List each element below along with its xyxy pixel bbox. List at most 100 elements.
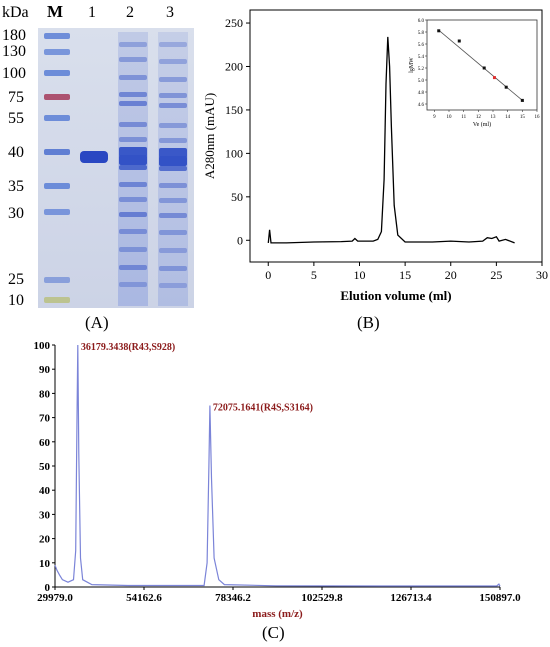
inset-frame [426,19,538,111]
lane-2-band [119,122,147,127]
lane-2-band [119,197,147,202]
x-tick-label: 20 [445,268,457,282]
lane-label-1: 1 [88,4,96,21]
x-tick-label: 126713.4 [390,592,432,604]
gel-figure: kDa M 1 2 3 180 130 100 75 55 40 35 30 2… [2,2,194,309]
lane-3-band [159,42,187,47]
y-tick-label: 30 [39,509,51,521]
x-tick-label: 5 [311,268,317,282]
y-tick-label: 90 [39,364,51,376]
lane-2-band [119,101,147,106]
y-tick-label: 100 [225,146,243,160]
inset-x-tick-label: 15 [520,115,526,120]
inset-y-tick-label: 5.6 [418,43,425,48]
marker-band [44,115,70,121]
marker-band [44,70,70,76]
caption-c: (C) [262,623,285,642]
mw-label: 100 [2,65,26,82]
lane-2-band [119,212,147,217]
mass-spectrum-chart: 0 10 20 30 40 50 60 70 80 90 100 29979.0 54162.6 7834… [34,340,522,620]
lane-2-band [119,265,147,270]
y-tick-label: 20 [39,534,51,546]
lane-3-band [159,123,187,128]
inset-x-tick-label: 10 [447,115,453,120]
inset-x-tick-label: 11 [461,115,466,120]
marker-band [44,277,70,283]
inset-point [520,98,524,102]
panel-a: kDa M 1 2 3 180 130 100 75 55 40 35 30 2… [0,0,200,335]
y-tick-label: 80 [39,388,51,400]
x-tick-label: 29979.0 [37,592,73,604]
lane-2-band [119,57,147,62]
inset-point [482,66,486,70]
inset-y-tick-label: 5.8 [418,31,425,36]
y-tick-label: 50 [39,461,51,473]
x-tick-label: 25 [490,268,502,282]
x-tick-label: 10 [354,268,366,282]
lane-2-band [119,92,147,97]
inset-x-tick-label: 14 [505,115,511,120]
chromatogram-chart: 0 5 10 15 20 25 30 0 50 100 150 200 250 Elution volum… [202,9,548,303]
y-tick-label: 200 [225,59,243,73]
lane-3-band [159,138,187,143]
caption-b: (B) [357,313,380,332]
lane-2-band [119,165,147,170]
caption-a: (A) [85,313,109,332]
y-tick-label: 10 [39,558,51,570]
lane-3-band [159,148,187,158]
inset-highlight-point [492,76,496,80]
marker-band [44,149,70,155]
inset-y-axis-label: lgMW [409,57,415,73]
inset-x-tick-label: 9 [433,115,436,120]
chromatogram-trace [267,36,515,244]
y-tick-label: 0 [45,582,51,594]
mw-label: 55 [8,110,24,127]
mass-spectrum-trace [54,344,501,587]
mw-label: 35 [8,178,24,195]
lane-3-band [159,93,187,98]
mw-label: 75 [8,89,24,106]
lane-3-band [159,103,187,108]
lane-label-2: 2 [126,4,134,21]
x-tick-label: 102529.8 [301,592,343,604]
inset-point [504,85,508,89]
marker-band [44,33,70,39]
x-tick-label: 150897.0 [479,592,521,604]
lane-2-band [119,75,147,80]
x-tick-label: 15 [399,268,411,282]
inset-x-tick-label: 12 [476,115,482,120]
lane-label-3: 3 [166,4,174,21]
x-tick-label: 54162.6 [126,592,162,604]
inset-y-tick-label: 4.6 [418,103,425,108]
y-tick-label: 250 [225,16,243,30]
y-tick-label: 60 [39,437,51,449]
lane-3-band [159,283,187,288]
panel-b: 0 5 10 15 20 25 30 0 50 100 150 200 250 Elution volum… [200,0,550,335]
marker-band [44,94,70,100]
lane-2-band [119,155,147,165]
x-tick-label: 78346.2 [215,592,251,604]
lane-2-band [119,137,147,142]
inset-x-axis-label: Ve (ml) [473,121,491,128]
marker-band [44,49,70,55]
inset-fit-line [438,29,525,102]
marker-band [44,297,70,303]
plot-frame [249,9,543,263]
x-tick-label: 0 [265,268,271,282]
marker-band [44,183,70,189]
lane-2-band [119,247,147,252]
mw-label: 130 [2,43,26,60]
mw-label: 30 [8,205,24,222]
mw-label: 25 [8,271,24,288]
lane-2-band [119,147,147,157]
y-axis-label: A280nm (mAU) [202,93,217,179]
mw-label: 10 [8,292,24,309]
inset-y-tick-label: 5.4 [418,55,425,60]
x-axis-label: Elution volume (ml) [340,288,451,303]
lane-3-band [159,156,187,166]
y-tick-label: 40 [39,485,51,497]
lane-2-band [119,182,147,187]
inset-point [437,29,441,33]
x-axis-label: mass (m/z) [252,608,303,620]
inset-point [457,39,461,43]
